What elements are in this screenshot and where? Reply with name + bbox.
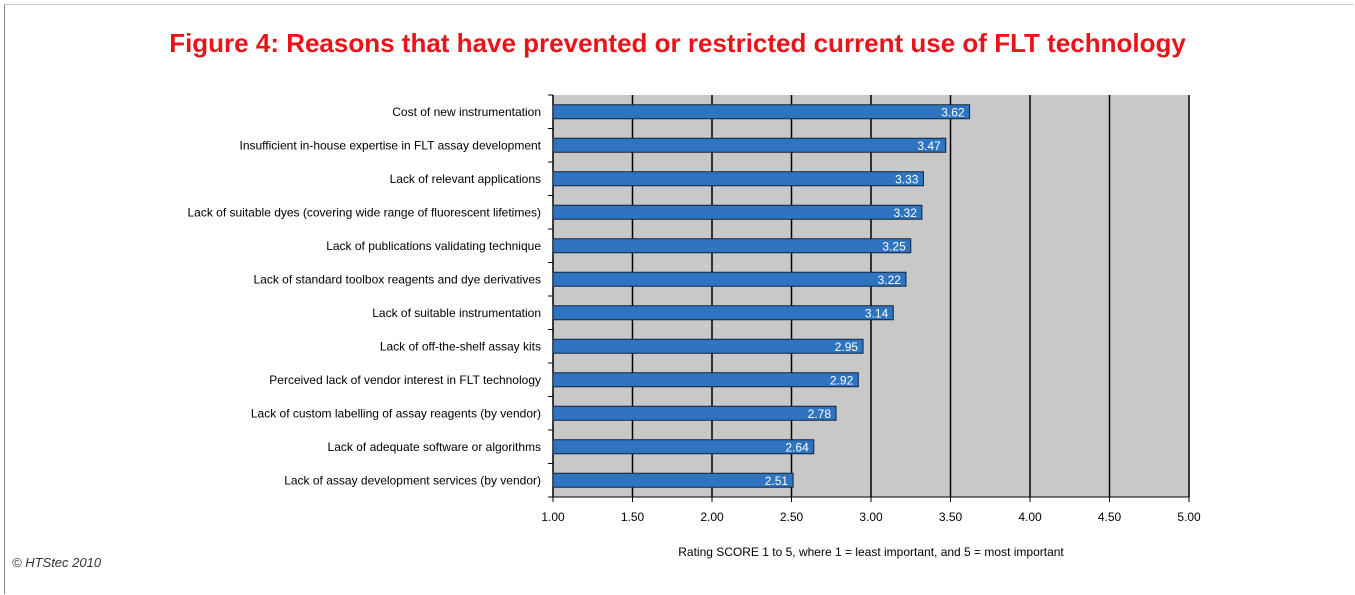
copyright-notice: © HTStec 2010 (12, 555, 102, 570)
category-label: Lack of assay development services (by v… (284, 473, 541, 487)
category-label: Lack of suitable instrumentation (372, 306, 541, 320)
bar (552, 137, 947, 153)
category-label: Lack of publications validating techniqu… (326, 239, 541, 253)
bar (552, 171, 924, 187)
bar (552, 372, 859, 388)
x-tick-label: 4.00 (1018, 510, 1042, 524)
value-label: 2.51 (765, 474, 789, 488)
value-label: 3.47 (917, 139, 941, 153)
bar (552, 405, 837, 421)
value-label: 3.22 (878, 273, 902, 287)
value-label: 3.14 (865, 306, 889, 320)
bar (552, 472, 794, 488)
category-label: Lack of off-the-shelf assay kits (380, 339, 541, 353)
value-label: 2.78 (808, 407, 832, 421)
figure-title: Figure 4: Reasons that have prevented or… (169, 28, 1186, 58)
value-label: 2.64 (785, 440, 809, 454)
x-tick-label: 1.00 (541, 510, 565, 524)
bar (552, 204, 923, 220)
x-axis-title: Rating SCORE 1 to 5, where 1 = least imp… (678, 545, 1064, 559)
category-label: Insufficient in-house expertise in FLT a… (240, 138, 542, 152)
value-label: 3.33 (895, 172, 919, 186)
bar (552, 104, 971, 120)
category-label: Perceived lack of vendor interest in FLT… (269, 373, 541, 387)
value-label: 3.25 (882, 239, 906, 253)
bar (552, 238, 912, 254)
x-tick-label: 2.50 (780, 510, 804, 524)
x-tick-label: 2.00 (700, 510, 724, 524)
category-label: Lack of custom labelling of assay reagen… (251, 406, 541, 420)
value-label: 3.62 (941, 105, 965, 119)
category-label: Lack of adequate software or algorithms (328, 440, 541, 454)
x-tick-label: 5.00 (1177, 510, 1201, 524)
category-label: Lack of standard toolbox reagents and dy… (253, 272, 541, 286)
value-label: 3.32 (894, 206, 918, 220)
x-tick-label: 3.00 (859, 510, 883, 524)
category-label: Lack of relevant applications (390, 172, 541, 186)
figure-frame (4, 4, 1354, 594)
bar (552, 439, 815, 455)
x-tick-label: 3.50 (939, 510, 963, 524)
x-tick-label: 4.50 (1098, 510, 1122, 524)
bar (552, 338, 864, 354)
x-tick-label: 1.50 (621, 510, 645, 524)
category-label: Lack of suitable dyes (covering wide ran… (187, 205, 541, 219)
value-label: 2.92 (830, 373, 854, 387)
category-label: Cost of new instrumentation (392, 105, 541, 119)
bar (552, 305, 894, 321)
bar (552, 271, 907, 287)
value-label: 2.95 (835, 340, 859, 354)
